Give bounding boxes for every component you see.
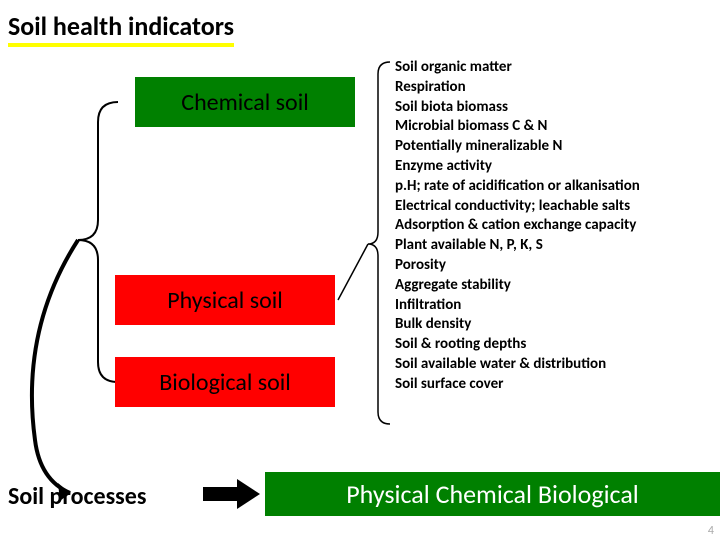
footer-right-box: Physical Chemical Biological xyxy=(265,472,720,516)
category-label: Physical soil xyxy=(167,286,283,315)
bracket-left xyxy=(78,102,118,382)
indicator-item: Soil organic matter xyxy=(395,58,710,78)
indicator-item: Bulk density xyxy=(395,315,710,335)
link-line xyxy=(338,244,368,300)
title-text: Soil health indicators xyxy=(8,10,234,47)
indicator-item: Soil biota biomass xyxy=(395,98,710,118)
footer-right-text: Physical Chemical Biological xyxy=(346,478,639,510)
indicator-item: p.H; rate of acidification or alkanisati… xyxy=(395,177,710,197)
category-biological: Biological soil xyxy=(115,357,335,407)
curved-arrow xyxy=(32,240,78,493)
indicator-item: Electrical conductivity; leachable salts xyxy=(395,197,710,217)
category-chemical: Chemical soil xyxy=(135,77,355,127)
page-title: Soil health indicators xyxy=(0,6,430,51)
bracket-right xyxy=(368,62,390,424)
indicator-item: Adsorption & cation exchange capacity xyxy=(395,216,710,236)
indicator-item: Soil surface cover xyxy=(395,375,710,395)
indicator-item: Soil & rooting depths xyxy=(395,335,710,355)
footer-left-text: Soil processes xyxy=(8,482,146,511)
category-label: Biological soil xyxy=(159,368,291,397)
page-number: 4 xyxy=(708,524,714,538)
indicator-item: Infiltration xyxy=(395,296,710,316)
indicator-item: Aggregate stability xyxy=(395,276,710,296)
indicator-item: Respiration xyxy=(395,78,710,98)
indicator-list: Soil organic matterRespirationSoil biota… xyxy=(395,58,710,395)
indicator-item: Plant available N, P, K, S xyxy=(395,236,710,256)
category-physical: Physical soil xyxy=(115,275,335,325)
indicator-item: Enzyme activity xyxy=(395,157,710,177)
indicator-item: Soil available water & distribution xyxy=(395,355,710,375)
indicator-item: Microbial biomass C & N xyxy=(395,117,710,137)
indicator-item: Porosity xyxy=(395,256,710,276)
indicator-item: Potentially mineralizable N xyxy=(395,137,710,157)
thick-arrow xyxy=(203,479,260,509)
category-label: Chemical soil xyxy=(181,88,308,117)
